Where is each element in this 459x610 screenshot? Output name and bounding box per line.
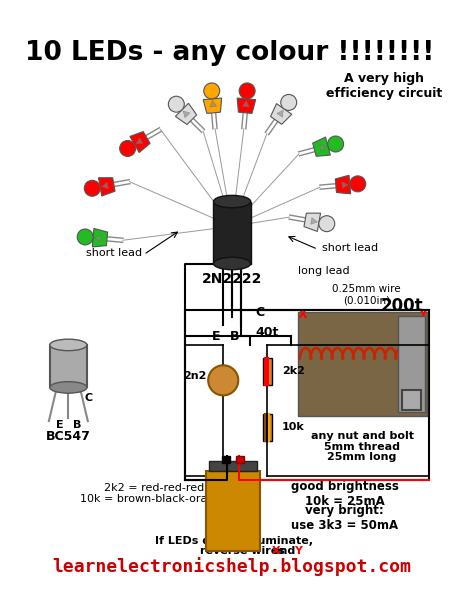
Bar: [50, 345, 87, 387]
Text: X: X: [297, 308, 307, 321]
Text: 2n2: 2n2: [183, 371, 206, 381]
Text: good brightness
10k = 25mA: good brightness 10k = 25mA: [290, 479, 397, 508]
Text: 200t: 200t: [380, 297, 422, 315]
Text: short lead: short lead: [322, 243, 378, 253]
Polygon shape: [242, 101, 249, 107]
Text: 40t: 40t: [255, 326, 279, 339]
Text: C: C: [255, 306, 263, 318]
Polygon shape: [92, 228, 107, 247]
Text: short lead: short lead: [86, 248, 142, 258]
Text: C: C: [84, 393, 92, 403]
Bar: [205, 472, 260, 551]
Ellipse shape: [50, 382, 87, 393]
Circle shape: [168, 96, 184, 112]
Text: 0.25mm wire
(0.010in): 0.25mm wire (0.010in): [331, 284, 400, 305]
Ellipse shape: [213, 257, 250, 270]
Polygon shape: [312, 137, 330, 156]
Polygon shape: [183, 111, 190, 118]
Bar: [401, 390, 420, 409]
Text: any nut and bolt: any nut and bolt: [310, 431, 413, 441]
Bar: [213, 201, 250, 264]
Text: 2k2: 2k2: [281, 367, 304, 376]
Text: reverse wires: reverse wires: [200, 546, 285, 556]
Circle shape: [280, 95, 296, 110]
Polygon shape: [203, 98, 221, 113]
Circle shape: [208, 365, 238, 395]
Polygon shape: [129, 132, 150, 152]
Text: 5mm thread: 5mm thread: [324, 442, 399, 452]
Text: 10 LEDs - any colour !!!!!!!!: 10 LEDs - any colour !!!!!!!!: [25, 40, 433, 66]
Circle shape: [119, 140, 135, 156]
Polygon shape: [303, 213, 320, 231]
Text: If LEDs do not illuminate,: If LEDs do not illuminate,: [155, 536, 312, 547]
Polygon shape: [95, 235, 101, 242]
Polygon shape: [310, 218, 317, 224]
Circle shape: [84, 181, 100, 196]
Text: 2k2 = red-red-red
10k = brown-black-orange: 2k2 = red-red-red 10k = brown-black-oran…: [80, 483, 228, 504]
Polygon shape: [237, 98, 255, 113]
Circle shape: [77, 229, 93, 245]
Polygon shape: [276, 110, 283, 117]
Text: B: B: [230, 329, 239, 343]
Bar: [208, 461, 256, 472]
Text: B: B: [73, 420, 81, 429]
Text: BC547: BC547: [46, 429, 90, 443]
Circle shape: [318, 216, 334, 232]
Circle shape: [203, 83, 219, 99]
Text: Y: Y: [294, 546, 302, 556]
Text: 10k: 10k: [281, 422, 304, 432]
Text: X: X: [271, 546, 280, 556]
Bar: [263, 414, 271, 440]
Text: A very high
efficiency circuit: A very high efficiency circuit: [325, 73, 442, 101]
Text: BATTERY: BATTERY: [228, 506, 237, 548]
Text: very bright:
use 3k3 = 50mA: very bright: use 3k3 = 50mA: [290, 504, 397, 533]
Polygon shape: [101, 182, 108, 189]
Polygon shape: [209, 101, 216, 107]
Circle shape: [349, 176, 365, 192]
Polygon shape: [175, 103, 196, 124]
Polygon shape: [98, 178, 115, 196]
Polygon shape: [270, 104, 291, 124]
Circle shape: [327, 136, 343, 152]
Text: 9V: 9V: [226, 502, 239, 520]
Ellipse shape: [50, 339, 87, 351]
Ellipse shape: [213, 195, 250, 208]
Text: 2N2222: 2N2222: [202, 273, 262, 287]
Text: learnelectronicshelp.blogspot.com: learnelectronicshelp.blogspot.com: [52, 557, 411, 576]
Bar: [298, 312, 426, 416]
Text: long lead: long lead: [297, 265, 348, 276]
Text: and: and: [272, 546, 295, 556]
Polygon shape: [335, 175, 350, 194]
Polygon shape: [341, 182, 347, 188]
Text: Y: Y: [417, 308, 426, 321]
Text: 25mm long: 25mm long: [327, 453, 396, 462]
Bar: [263, 358, 271, 385]
Circle shape: [239, 83, 255, 99]
Text: E: E: [212, 329, 220, 343]
Text: E: E: [56, 420, 64, 429]
Polygon shape: [135, 138, 143, 144]
Bar: [222, 456, 230, 462]
Bar: [235, 456, 243, 462]
Polygon shape: [319, 145, 326, 151]
Bar: [397, 316, 424, 412]
Bar: [185, 309, 428, 480]
